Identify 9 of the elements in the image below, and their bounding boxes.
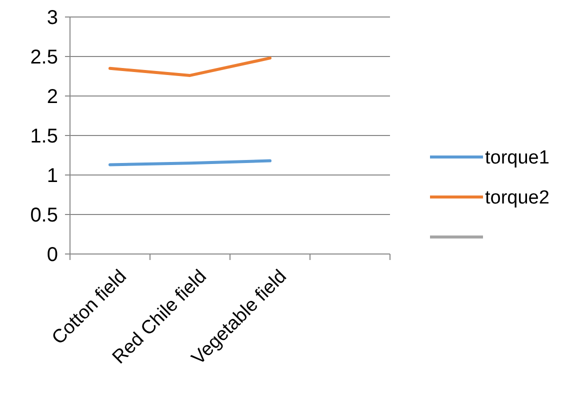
y-tick-label: 1.5 (30, 126, 58, 148)
y-tick-label: 2.5 (30, 46, 58, 68)
y-tick-label: 1 (46, 165, 58, 187)
legend-label: torque1 (485, 148, 550, 169)
y-tick-label: 0.5 (30, 204, 58, 226)
y-tick-label: 0 (46, 244, 58, 266)
legend-label: torque2 (485, 188, 550, 209)
y-tick-label: 3 (46, 7, 58, 29)
y-tick-label: 2 (46, 86, 58, 108)
